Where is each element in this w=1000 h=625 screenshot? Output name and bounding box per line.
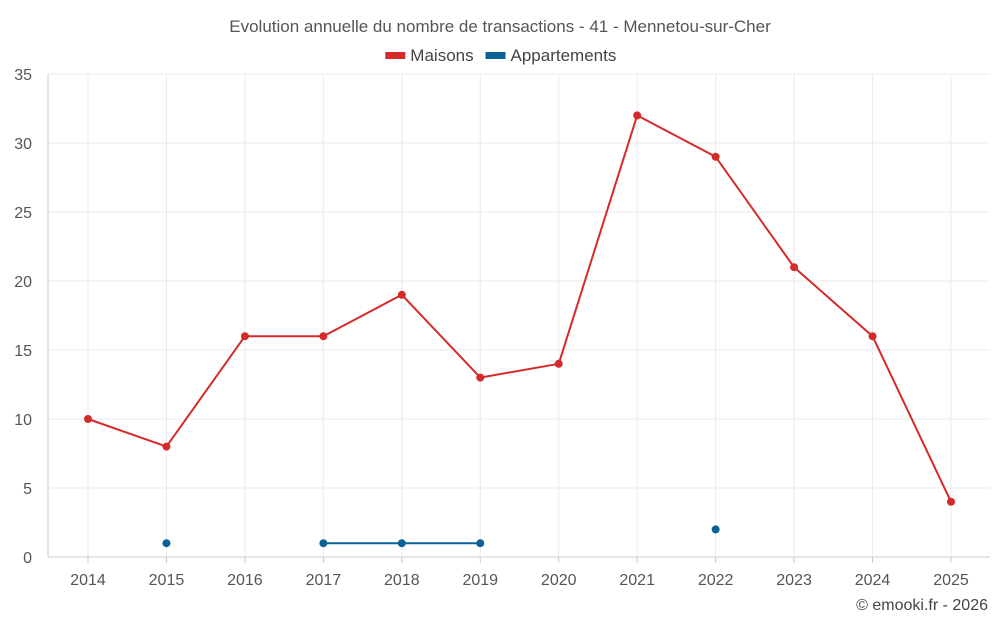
- x-tick-label-2020: 2020: [541, 572, 577, 589]
- y-tick-label-15: 15: [14, 343, 32, 360]
- x-tick-label-2017: 2017: [306, 572, 342, 589]
- point-maisons-2020[interactable]: [554, 359, 563, 368]
- point-appartements-2019[interactable]: [476, 539, 485, 548]
- x-tick-label-2018: 2018: [384, 572, 420, 589]
- legend-label-maisons: Maisons: [410, 46, 473, 65]
- chart-title: Evolution annuelle du nombre de transact…: [229, 17, 771, 36]
- point-appartements-2015[interactable]: [162, 539, 171, 548]
- y-tick-label-0: 0: [23, 550, 32, 567]
- legend-label-appartements: Appartements: [511, 46, 617, 65]
- legend-item-maisons[interactable]: Maisons: [385, 46, 474, 65]
- point-maisons-2022[interactable]: [711, 152, 720, 161]
- x-tick-label-2025: 2025: [933, 572, 969, 589]
- x-tick-label-2024: 2024: [855, 572, 891, 589]
- x-tick-label-2023: 2023: [776, 572, 812, 589]
- legend-item-appartements[interactable]: Appartements: [485, 46, 617, 65]
- y-tick-label-5: 5: [23, 481, 32, 498]
- point-maisons-2015[interactable]: [162, 442, 171, 451]
- point-appartements-2022[interactable]: [711, 525, 720, 534]
- legend-swatch-maisons: [385, 52, 406, 59]
- series-layer: [84, 111, 955, 548]
- y-tick-label-20: 20: [14, 274, 32, 291]
- credit-text: © emooki.fr - 2026: [856, 597, 988, 614]
- x-tick-label-2022: 2022: [698, 572, 734, 589]
- point-maisons-2014[interactable]: [84, 415, 92, 423]
- point-maisons-2023[interactable]: [790, 263, 799, 272]
- point-appartements-2018[interactable]: [397, 539, 406, 548]
- point-maisons-2021[interactable]: [633, 111, 642, 120]
- y-tick-label-10: 10: [14, 412, 32, 429]
- x-tick-label-2014: 2014: [70, 572, 106, 589]
- series-maisons: [84, 111, 955, 506]
- point-maisons-2017[interactable]: [319, 332, 328, 341]
- x-tick-label-2016: 2016: [227, 572, 263, 589]
- x-tick-label-2021: 2021: [619, 572, 655, 589]
- series-line-maisons-0: [87, 114, 952, 503]
- x-tick-label-2015: 2015: [149, 572, 185, 589]
- point-maisons-2024[interactable]: [868, 332, 877, 341]
- point-appartements-2017[interactable]: [319, 539, 328, 548]
- point-maisons-2019[interactable]: [476, 373, 485, 382]
- point-maisons-2018[interactable]: [397, 290, 406, 299]
- legend-swatch-appartements: [485, 52, 506, 59]
- series-appartements: [162, 525, 720, 548]
- point-maisons-2016[interactable]: [240, 332, 249, 341]
- y-tick-label-30: 30: [14, 136, 32, 153]
- point-maisons-2025[interactable]: [947, 497, 955, 506]
- y-tick-label-35: 35: [14, 67, 32, 84]
- x-tick-label-2019: 2019: [462, 572, 498, 589]
- y-tick-label-25: 25: [14, 205, 32, 222]
- gridlines: [48, 73, 990, 557]
- legend: Maisons Appartements: [385, 46, 616, 65]
